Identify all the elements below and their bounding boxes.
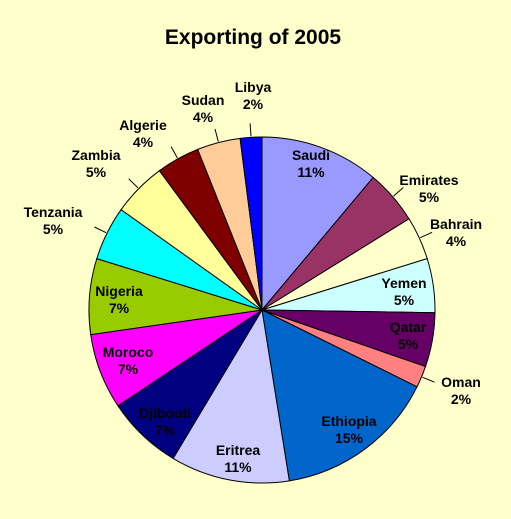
slice-percent-nigeria: 7%: [109, 300, 130, 316]
slice-percent-algerie: 4%: [133, 134, 154, 150]
slice-label-eritrea: Eritrea: [216, 442, 261, 458]
slice-label-libya: Libya: [235, 79, 272, 95]
pie-slice-saudi: [261, 136, 374, 312]
leader-line-sudan: [214, 128, 219, 142]
slice-label-djibouti: Djibouti: [139, 405, 191, 421]
slice-label-saudi: Saudi: [292, 147, 330, 163]
slice-label-emirates: Emirates: [399, 172, 458, 188]
slice-percent-yemen: 5%: [394, 292, 415, 308]
slice-percent-zambia: 5%: [86, 164, 107, 180]
slice-label-tenzania: Tenzania: [24, 204, 83, 220]
leader-line-tenzania: [94, 226, 107, 234]
slice-label-sudan: Sudan: [182, 92, 225, 108]
slice-percent-libya: 2%: [243, 96, 264, 112]
leader-line-libya: [249, 123, 252, 137]
pie-slice-ethiopia: [261, 309, 418, 482]
leader-line-emirates: [393, 187, 404, 197]
slice-label-qatar: Qatar: [390, 319, 427, 335]
slice-percent-sudan: 4%: [193, 109, 214, 125]
slice-percent-qatar: 5%: [398, 336, 419, 352]
slice-percent-saudi: 11%: [297, 164, 325, 180]
leader-line-algerie: [170, 146, 178, 159]
slice-label-bahrain: Bahrain: [430, 216, 482, 232]
leader-line-oman: [422, 376, 435, 383]
pie-slice-eritrea: [172, 308, 290, 484]
leader-line-zambia: [128, 178, 139, 189]
slice-percent-djibouti: 7%: [155, 422, 176, 438]
slice-label-yemen: Yemen: [381, 275, 426, 291]
pie-slice-libya: [239, 136, 263, 311]
slice-label-ethiopia: Ethiopia: [321, 413, 376, 429]
slice-percent-eritrea: 11%: [224, 459, 252, 475]
slice-label-oman: Oman: [441, 374, 481, 390]
slice-label-algerie: Algerie: [119, 117, 167, 133]
pie-slices: [88, 136, 436, 484]
slice-percent-bahrain: 4%: [446, 233, 467, 249]
slice-percent-emirates: 5%: [419, 189, 440, 205]
slice-label-moroco: Moroco: [103, 344, 154, 360]
chart-title: Exporting of 2005: [165, 26, 342, 49]
slice-label-nigeria: Nigeria: [95, 283, 143, 299]
slice-percent-ethiopia: 15%: [335, 430, 364, 446]
slice-label-zambia: Zambia: [71, 147, 120, 163]
slice-percent-tenzania: 5%: [43, 221, 64, 237]
slice-percent-oman: 2%: [451, 391, 472, 407]
leader-line-bahrain: [420, 231, 433, 239]
leader-lines: [94, 123, 435, 383]
slice-percent-moroco: 7%: [118, 361, 139, 377]
